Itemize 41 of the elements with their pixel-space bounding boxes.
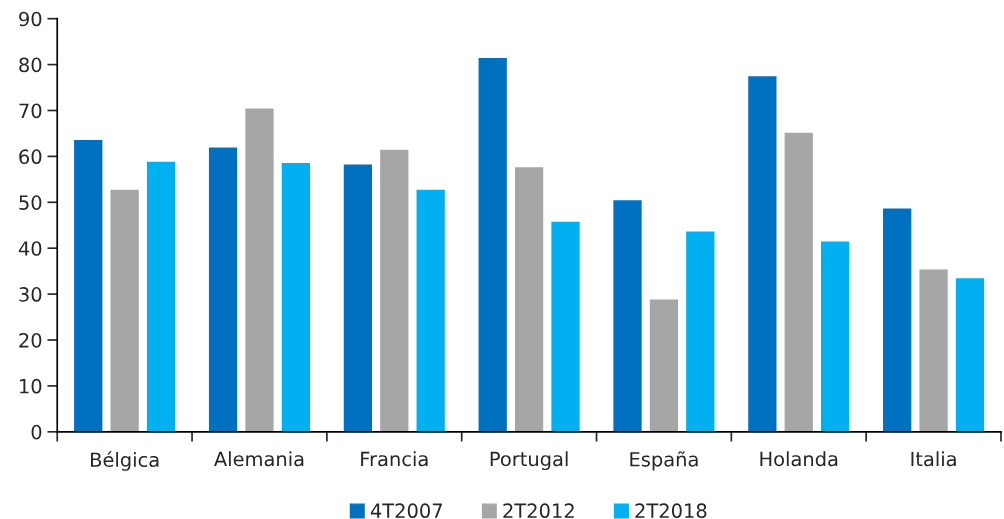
bar <box>881 207 913 432</box>
bar <box>648 297 680 432</box>
y-tick-label: 0 <box>31 424 42 440</box>
bar <box>513 165 545 432</box>
bar <box>549 220 582 432</box>
legend-label: 4T2007 <box>370 503 442 519</box>
bar <box>918 268 950 432</box>
legend-label: 2T2018 <box>635 503 707 519</box>
bar <box>477 56 509 432</box>
bar <box>109 188 141 432</box>
bar <box>783 131 815 432</box>
bar <box>746 74 778 432</box>
bar <box>819 240 851 432</box>
bar <box>207 146 239 432</box>
x-tick-label: Italia <box>911 451 956 467</box>
bar <box>415 188 447 432</box>
y-tick-label: 10 <box>20 378 42 394</box>
bar <box>378 148 410 432</box>
bar <box>612 198 644 432</box>
y-tick-label: 50 <box>19 195 42 210</box>
x-tick-label: Portugal <box>490 451 568 471</box>
y-tick-label: 60 <box>19 149 42 165</box>
legend-label: 2T2012 <box>503 503 574 519</box>
y-tick-label: 40 <box>18 241 42 256</box>
x-tick-label: Bélgica <box>91 451 159 471</box>
y-tick-label: 80 <box>19 57 42 73</box>
x-tick-label: Holanda <box>760 451 838 467</box>
y-tick-label: 90 <box>19 11 42 27</box>
bar <box>954 276 986 432</box>
bar <box>243 107 275 432</box>
x-tick-label: España <box>630 451 698 471</box>
bar <box>72 138 104 432</box>
y-tick-label: 20 <box>19 332 42 348</box>
y-tick-label: 70 <box>19 103 42 119</box>
bar <box>280 161 312 432</box>
y-tick-label: 30 <box>19 287 42 302</box>
bar <box>684 230 716 432</box>
x-tick-label: Alemania <box>214 451 304 467</box>
bar <box>342 163 374 432</box>
bar <box>145 160 177 432</box>
x-tick-label: Francia <box>361 451 428 467</box>
